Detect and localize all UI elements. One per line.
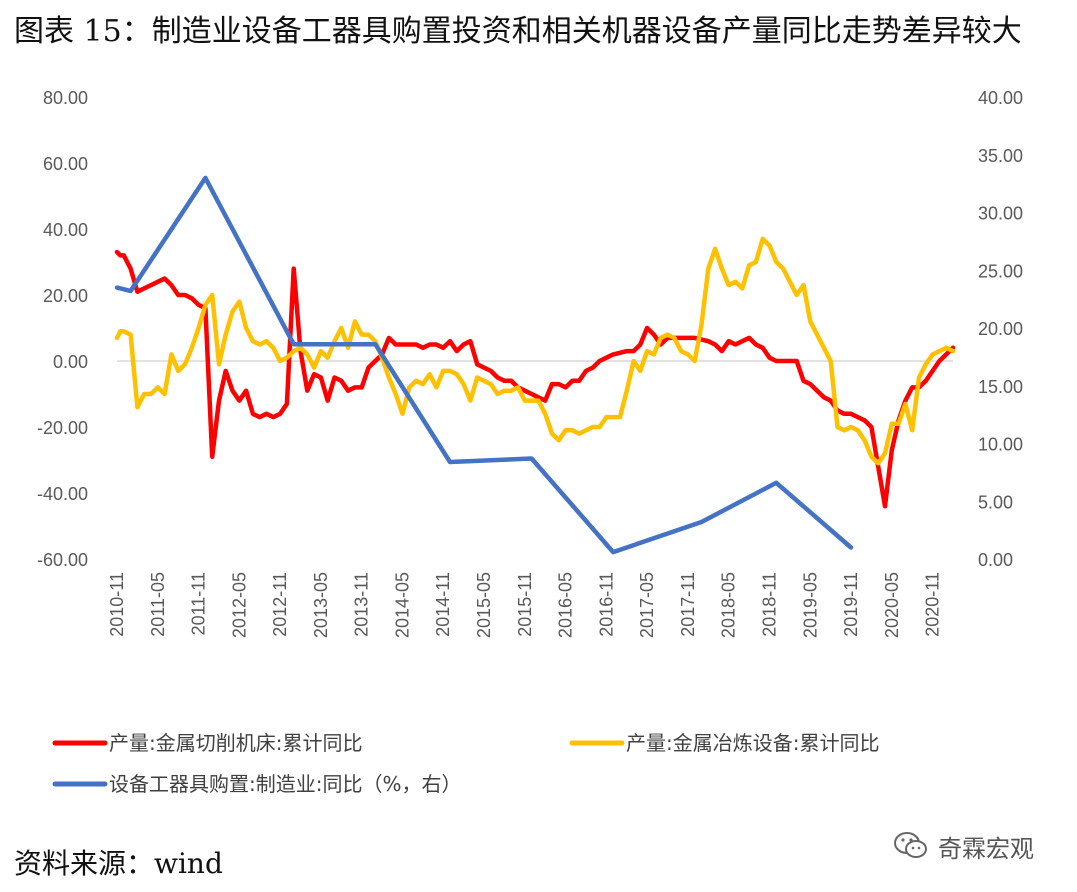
series-line-2 [114,236,956,466]
source-note: 资料来源：wind [14,847,223,880]
x-tick-label: 2018-11 [759,572,779,637]
x-tick-label: 2020-11 [923,572,943,637]
left-tick-label: 20.00 [43,286,88,306]
x-axis-ticks: 2010-11 2011-05 2011-11 2012-05 2012-11 2013-… [107,572,943,638]
right-tick-label: 15.00 [978,377,1023,397]
x-tick-label: 2014-11 [433,572,453,637]
series-line-1 [114,249,956,509]
x-tick-label: 2011-05 [148,572,168,637]
left-tick-label: -40.00 [37,484,88,504]
chart-legend: 产量:金属切削机床:累计同比 产量:金属冶炼设备:累计同比设备工器具购置:制造业:… [52,731,879,796]
x-tick-label: 2020-05 [882,572,902,638]
x-tick-label: 2012-05 [229,572,249,638]
right-tick-label: 20.00 [978,319,1023,339]
legend-label: 设备工器具购置:制造业:同比（%，右） [109,772,461,796]
x-tick-label: 2015-05 [474,572,494,638]
right-tick-label: 0.00 [978,550,1013,570]
x-tick-label: 2013-05 [311,572,331,638]
x-tick-label: 2011-11 [189,572,209,635]
right-tick-label: 5.00 [978,492,1013,512]
wechat-icon [894,832,927,858]
legend-label: 产量:金属冶炼设备:累计同比 [626,731,879,755]
left-tick-label: 40.00 [43,220,88,240]
left-tick-label: 80.00 [43,88,88,108]
x-tick-label: 2017-05 [637,572,657,638]
x-tick-label: 2017-11 [678,572,698,637]
x-tick-label: 2013-11 [352,572,372,637]
x-tick-label: 2019-05 [800,572,820,638]
watermark-text: 奇霖宏观 [938,834,1034,863]
x-tick-label: 2014-05 [392,572,412,638]
left-tick-label: 60.00 [43,154,88,174]
x-tick-label: 2016-05 [556,572,576,638]
left-tick-label: -20.00 [37,418,88,438]
x-tick-label: 2018-05 [719,572,739,638]
x-tick-label: 2012-11 [270,572,290,637]
left-tick-label: 0.00 [53,352,88,372]
x-tick-label: 2015-11 [515,572,535,637]
right-tick-label: 35.00 [978,146,1023,166]
x-tick-label: 2016-11 [596,572,616,637]
chart-series-lines [114,175,956,555]
left-axis-ticks: 80.00 60.00 40.00 20.00 0.00 -20.00 -40.00 -60.… [37,88,88,570]
chart-title: 图表 15：制造业设备工器具购置投资和相关机器设备产量同比走势差异较大 [14,14,1022,49]
right-tick-label: 25.00 [978,261,1023,281]
right-tick-label: 30.00 [978,204,1023,224]
right-tick-label: 10.00 [978,435,1023,455]
x-tick-label: 2019-11 [841,572,861,637]
series-line-3 [114,175,854,555]
left-tick-label: -60.00 [37,550,88,570]
right-tick-label: 40.00 [978,88,1023,108]
watermark: 奇霖宏观 [892,826,1034,866]
right-axis-ticks: 40.00 35.00 30.00 25.00 20.00 15.00 10.00 5.00 0… [978,88,1023,570]
x-tick-label: 2010-11 [107,572,127,637]
legend-label: 产量:金属切削机床:累计同比 [109,731,362,755]
